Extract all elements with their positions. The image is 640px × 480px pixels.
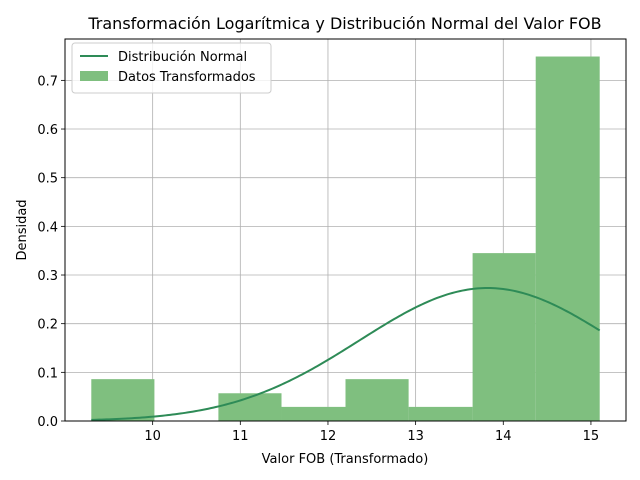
histogram-bars — [91, 56, 600, 422]
y-tick-label: 0.4 — [37, 220, 58, 235]
legend-label-normal: Distribución Normal — [118, 50, 247, 65]
histogram-bar — [345, 379, 409, 421]
x-tick-label: 14 — [495, 429, 512, 444]
y-tick-label: 0.0 — [37, 415, 58, 430]
y-tick-label: 0.6 — [37, 123, 58, 138]
y-tick-label: 0.2 — [37, 318, 58, 333]
x-tick-label: 11 — [232, 429, 249, 444]
plot-frame — [64, 38, 627, 422]
histogram-bar — [91, 379, 155, 421]
y-axis-ticks: 0.0 0.1 0.2 0.3 0.4 0.5 0.6 0.7 — [37, 74, 65, 430]
chart-title: Transformación Logarítmica y Distribució… — [87, 14, 601, 33]
y-tick-label: 0.1 — [37, 366, 58, 381]
y-tick-label: 0.3 — [37, 269, 58, 284]
legend-box — [71, 42, 272, 94]
x-tick-label: 15 — [583, 429, 600, 444]
legend-bar-swatch — [80, 71, 108, 81]
histogram-bar — [535, 56, 600, 422]
histogram-bar — [472, 253, 536, 421]
y-axis-label: Densidad — [15, 199, 30, 260]
legend: Distribución Normal Datos Transformados — [71, 42, 272, 94]
normal-curve — [91, 287, 601, 421]
histogram-bar — [408, 406, 473, 421]
y-tick-label: 0.5 — [37, 172, 58, 187]
x-tick-label: 12 — [320, 429, 337, 444]
x-tick-label: 10 — [144, 429, 161, 444]
x-tick-label: 13 — [407, 429, 424, 444]
x-axis-label: Valor FOB (Transformado) — [262, 452, 429, 467]
x-axis-ticks: 10 11 12 13 14 15 — [144, 421, 599, 444]
y-tick-label: 0.7 — [37, 74, 58, 89]
legend-label-histogram: Datos Transformados — [118, 70, 256, 85]
histogram-bar — [281, 406, 346, 421]
